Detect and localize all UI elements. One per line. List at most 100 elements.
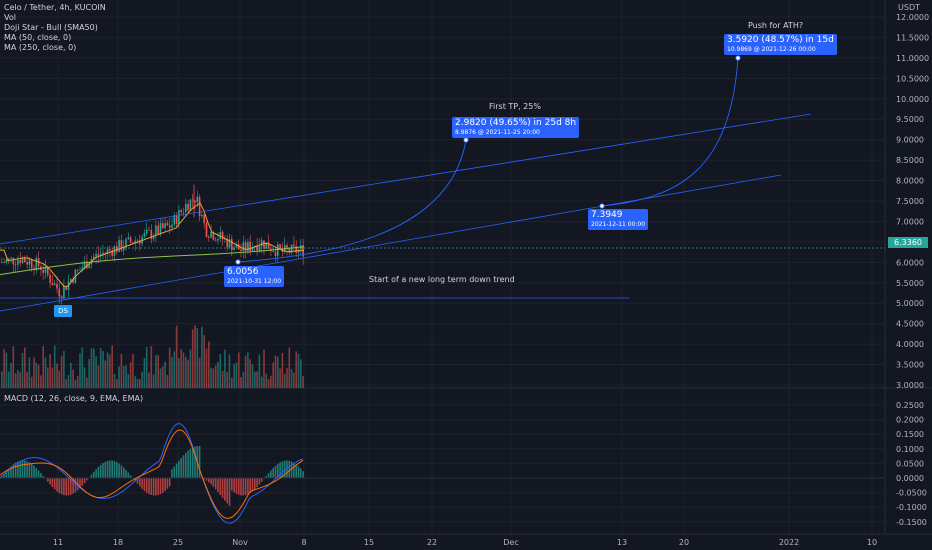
candle-body <box>265 242 268 249</box>
macd-bar <box>99 464 102 478</box>
macd-bar <box>233 478 235 493</box>
macd-bar <box>251 478 254 492</box>
volume-bar <box>267 379 270 388</box>
volume-bar <box>19 371 21 388</box>
candle-body <box>226 238 228 248</box>
volume-bar <box>228 354 231 388</box>
macd-bar <box>139 478 141 487</box>
mid-point-box[interactable]: 7.3949 2021-12-11 00:00 <box>588 209 649 230</box>
volume-bar <box>201 326 203 388</box>
candle-body <box>214 239 217 241</box>
price-axis-label: 4.0000 <box>896 340 924 349</box>
doji-star-marker[interactable]: DS <box>54 305 72 317</box>
volume-bar <box>293 372 295 388</box>
candle-body <box>267 242 270 249</box>
doji-indicator-label[interactable]: Doji Star - Bull (SMA50) <box>4 23 98 32</box>
volume-bar <box>226 372 228 388</box>
candle-body <box>256 246 258 251</box>
candle-body <box>143 232 146 237</box>
candle-body <box>95 253 97 257</box>
macd-legend[interactable]: MACD (12, 26, close, 9, EMA, EMA) <box>4 394 144 403</box>
candle-body <box>17 259 19 265</box>
ath-change: 3.5920 (48.57%) in 15d <box>727 35 834 45</box>
candle-body <box>210 232 212 238</box>
macd-bar <box>56 478 58 492</box>
volume-bar <box>28 357 31 388</box>
downtrend-note[interactable]: Start of a new long term down trend <box>369 275 515 284</box>
volume-bar <box>40 375 42 388</box>
candle-body <box>93 256 95 259</box>
macd-bar <box>203 478 205 480</box>
macd-bar <box>283 460 286 478</box>
candle-body <box>235 244 238 248</box>
ma50-indicator-label[interactable]: MA (50, close, 0) <box>4 33 72 42</box>
volume-bar <box>97 365 100 388</box>
macd-bar <box>260 478 263 482</box>
macd-bar <box>258 478 261 485</box>
volume-bar <box>290 368 293 388</box>
candle-body <box>251 247 254 251</box>
candle-body <box>99 254 102 256</box>
volume-bar <box>1 371 3 388</box>
price-axis-label: 3.0000 <box>896 381 924 390</box>
macd-bar <box>120 465 123 478</box>
macd-bar <box>12 464 15 478</box>
macd-axis-label: -0.0500 <box>896 489 927 498</box>
candle-body <box>125 239 127 248</box>
volume-bar <box>113 374 116 388</box>
macd-bar <box>49 478 51 485</box>
macd-bar <box>191 447 194 478</box>
volume-bar <box>90 348 93 388</box>
volume-bar <box>198 357 201 388</box>
volume-bar <box>88 358 90 388</box>
macd-bar <box>79 478 81 489</box>
macd-bar <box>7 468 10 478</box>
macd-bar <box>267 473 270 478</box>
volume-indicator-label[interactable]: Vol <box>4 13 16 22</box>
volume-bar <box>251 364 254 388</box>
first-tp-measure-box[interactable]: 2.9820 (49.65%) in 25d 8h 8.9876 @ 2021-… <box>452 117 580 138</box>
currency-unit[interactable]: USDT <box>898 3 920 12</box>
ma250-indicator-label[interactable]: MA (250, close, 0) <box>4 43 77 52</box>
ath-label[interactable]: Push for ATH? <box>748 21 804 30</box>
first-tp-path <box>237 139 467 263</box>
volume-bar <box>288 347 291 388</box>
macd-bar <box>189 448 192 478</box>
volume-bar <box>196 328 199 388</box>
ath-measure-box[interactable]: 3.5920 (48.57%) in 15d 10.9869 @ 2021-12… <box>724 34 837 55</box>
low-point-box[interactable]: 6.0056 2021-10-31 12:00 <box>224 266 285 287</box>
macd-bar <box>150 478 153 495</box>
macd-bar <box>90 474 93 478</box>
candle-body <box>166 223 169 226</box>
volume-bar <box>244 355 247 388</box>
volume-bar <box>247 352 249 388</box>
macd-bar <box>37 470 40 478</box>
volume-bar <box>122 366 125 388</box>
volume-bar <box>254 371 256 388</box>
path-point <box>599 203 605 209</box>
macd-bar <box>168 478 171 487</box>
candle-body <box>159 223 162 234</box>
first-tp-change: 2.9820 (49.65%) in 25d 8h <box>455 118 577 128</box>
macd-bar <box>28 462 31 478</box>
macd-bar <box>198 445 201 478</box>
volume-bar <box>67 374 70 388</box>
candle-body <box>79 269 81 271</box>
symbol-title[interactable]: Celo / Tether, 4h, KUCOIN <box>4 3 106 12</box>
macd-bar <box>152 478 155 496</box>
price-axis-label: 8.5000 <box>896 156 924 165</box>
macd-bar <box>178 460 180 478</box>
price-axis-label: 7.5000 <box>896 197 924 206</box>
candle-body <box>49 274 51 283</box>
volume-bar <box>17 370 19 388</box>
volume-bar <box>37 364 40 388</box>
candle-body <box>83 261 86 268</box>
candle-body <box>240 249 242 251</box>
macd-bar <box>244 478 247 496</box>
candle-body <box>212 232 215 240</box>
volume-bar <box>217 361 219 388</box>
first-tp-label[interactable]: First TP, 25% <box>489 102 541 111</box>
macd-line <box>0 423 304 524</box>
volume-bar <box>212 368 215 388</box>
